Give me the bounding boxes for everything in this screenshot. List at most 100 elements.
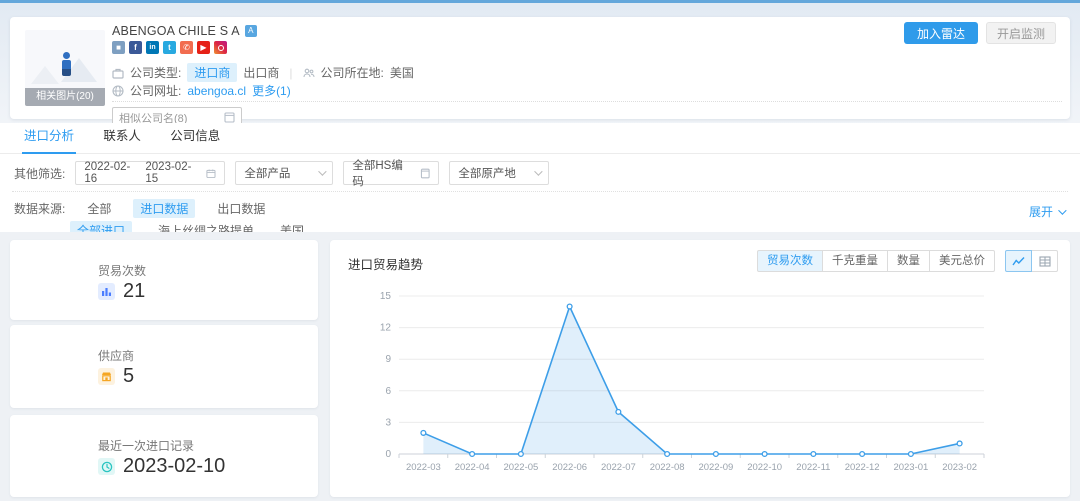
svg-text:9: 9 — [385, 354, 391, 365]
other-filters-label: 其他筛选: — [14, 165, 65, 182]
youtube-icon[interactable]: ▶ — [197, 41, 210, 54]
stat-value-last-import-date: 2023-02-10 — [123, 455, 225, 478]
svg-text:2022-06: 2022-06 — [552, 462, 587, 473]
product-select[interactable]: 全部产品 — [235, 161, 333, 185]
svg-text:2022-12: 2022-12 — [845, 462, 880, 473]
company-name: ABENGOA CHILE S A — [112, 24, 240, 38]
svg-text:12: 12 — [380, 323, 392, 334]
product-select-value: 全部产品 — [244, 165, 290, 181]
chart-title: 进口贸易趋势 — [348, 254, 423, 273]
stat-card-last-import: 最近一次进口记录 2023-02-10 — [10, 415, 318, 497]
analysis-section: 进口分析 联系人 公司信息 其他筛选: 2022-02-16 2023-02-1… — [0, 123, 1080, 232]
dotted-divider — [12, 191, 1068, 192]
company-type-label: 公司类型: — [130, 64, 181, 81]
metric-usd-total-button[interactable]: 美元总价 — [929, 250, 995, 272]
svg-text:2022-09: 2022-09 — [698, 462, 733, 473]
chevron-down-icon — [1058, 206, 1066, 214]
clock-icon — [98, 458, 115, 475]
stat-value-trade-count: 21 — [123, 280, 145, 303]
chevron-down-icon — [535, 167, 543, 175]
monitor-button[interactable]: 开启监测 — [986, 22, 1056, 44]
table-icon — [1039, 256, 1051, 267]
source-export-data[interactable]: 出口数据 — [217, 200, 265, 217]
bar-chart-icon — [98, 283, 115, 300]
chevron-down-icon — [319, 167, 327, 175]
location-label: 公司所在地: — [321, 64, 384, 81]
tab-company-info[interactable]: 公司信息 — [168, 123, 222, 154]
tab-import-analysis[interactable]: 进口分析 — [22, 123, 76, 154]
svg-text:2022-04: 2022-04 — [455, 462, 490, 473]
company-type-icon — [112, 67, 124, 79]
stat-card-trade-count: 贸易次数 21 — [10, 240, 318, 320]
origin-select[interactable]: 全部原产地 — [449, 161, 549, 185]
stat-card-suppliers: 供应商 5 — [10, 325, 318, 408]
translate-icon[interactable]: A — [245, 25, 257, 37]
chart-toolbar: 贸易次数 千克重量 数量 美元总价 — [757, 250, 1058, 272]
stat-value-suppliers: 5 — [123, 365, 134, 388]
source-import-data[interactable]: 进口数据 — [133, 199, 195, 218]
tab-bar: 进口分析 联系人 公司信息 — [0, 123, 1080, 154]
line-chart-toggle[interactable] — [1005, 250, 1032, 272]
data-source-row: 数据来源: 全部 进口数据 出口数据 — [14, 199, 265, 218]
svg-text:2022-05: 2022-05 — [503, 462, 538, 473]
table-view-toggle[interactable] — [1031, 250, 1058, 272]
related-images-label[interactable]: 相关图片(20) — [25, 88, 105, 106]
data-source-label: 数据来源: — [14, 200, 65, 217]
filters-row: 其他筛选: 2022-02-16 2023-02-15 全部产品 全部HS编码 … — [14, 161, 549, 185]
content-area: 贸易次数 21 供应商 5 最近一次进口记录 2023-02-10 进口贸易趋势 — [0, 232, 1080, 501]
linkedin-icon[interactable]: in — [146, 41, 159, 54]
person-illustration — [63, 52, 70, 59]
svg-text:2022-10: 2022-10 — [747, 462, 782, 473]
add-radar-button[interactable]: 加入雷达 — [904, 22, 978, 44]
line-chart-icon — [1012, 256, 1025, 267]
metric-quantity-button[interactable]: 数量 — [887, 250, 930, 272]
stat-label: 贸易次数 — [98, 262, 146, 279]
svg-text:0: 0 — [385, 449, 391, 460]
blog-icon[interactable]: ■ — [112, 41, 125, 54]
date-start: 2022-02-16 — [84, 161, 137, 185]
twitter-icon[interactable]: t — [163, 41, 176, 54]
type-exporter-tag[interactable]: 出口商 — [243, 64, 279, 81]
divider: | — [289, 66, 292, 80]
expand-link[interactable]: 展开 — [1029, 203, 1064, 220]
hs-book-icon — [420, 168, 431, 179]
company-header-card: 相关图片(20) ABENGOA CHILE S A A ■ f in t ✆ … — [10, 17, 1070, 119]
hs-code-value: 全部HS编码 — [352, 157, 411, 189]
stat-label: 供应商 — [98, 347, 134, 364]
metric-kg-weight-button[interactable]: 千克重量 — [822, 250, 888, 272]
website-more-link[interactable]: 更多(1) — [252, 82, 291, 99]
svg-text:2022-08: 2022-08 — [650, 462, 685, 473]
website-link[interactable]: abengoa.cl — [187, 84, 246, 98]
panel-expand-icon — [224, 112, 235, 123]
dotted-divider — [112, 101, 1062, 102]
person-illustration — [62, 60, 71, 76]
company-image-thumbnail[interactable]: 相关图片(20) — [25, 30, 105, 106]
website-label: 公司网址: — [130, 82, 181, 99]
instagram-icon[interactable] — [214, 41, 227, 54]
svg-text:2022-03: 2022-03 — [406, 462, 441, 473]
date-end: 2023-02-15 — [145, 161, 198, 185]
phone-icon[interactable]: ✆ — [180, 41, 193, 54]
date-range-picker[interactable]: 2022-02-16 2023-02-15 — [75, 161, 225, 185]
svg-text:2022-11: 2022-11 — [796, 462, 830, 473]
svg-text:15: 15 — [380, 291, 392, 302]
import-trend-card: 进口贸易趋势 贸易次数 千克重量 数量 美元总价 036912152022-03… — [330, 240, 1070, 497]
svg-text:2023-01: 2023-01 — [893, 462, 928, 473]
company-info: ABENGOA CHILE S A A ■ f in t ✆ ▶ 公司类型: 进… — [112, 17, 872, 119]
location-value: 美国 — [390, 64, 414, 81]
tab-contacts[interactable]: 联系人 — [101, 123, 143, 154]
metric-trade-count-button[interactable]: 贸易次数 — [757, 250, 823, 272]
illustration-shape — [31, 66, 59, 84]
type-importer-tag[interactable]: 进口商 — [187, 63, 237, 82]
trend-chart: 036912152022-032022-042022-052022-062022… — [344, 284, 1056, 484]
calendar-icon — [206, 168, 216, 179]
source-all[interactable]: 全部 — [87, 200, 111, 217]
svg-text:6: 6 — [385, 386, 391, 397]
facebook-icon[interactable]: f — [129, 41, 142, 54]
expand-label: 展开 — [1029, 203, 1053, 220]
origin-select-value: 全部原产地 — [458, 165, 516, 181]
store-icon — [98, 368, 115, 385]
website-icon — [112, 85, 124, 97]
svg-text:2023-02: 2023-02 — [942, 462, 977, 473]
hs-code-select[interactable]: 全部HS编码 — [343, 161, 439, 185]
